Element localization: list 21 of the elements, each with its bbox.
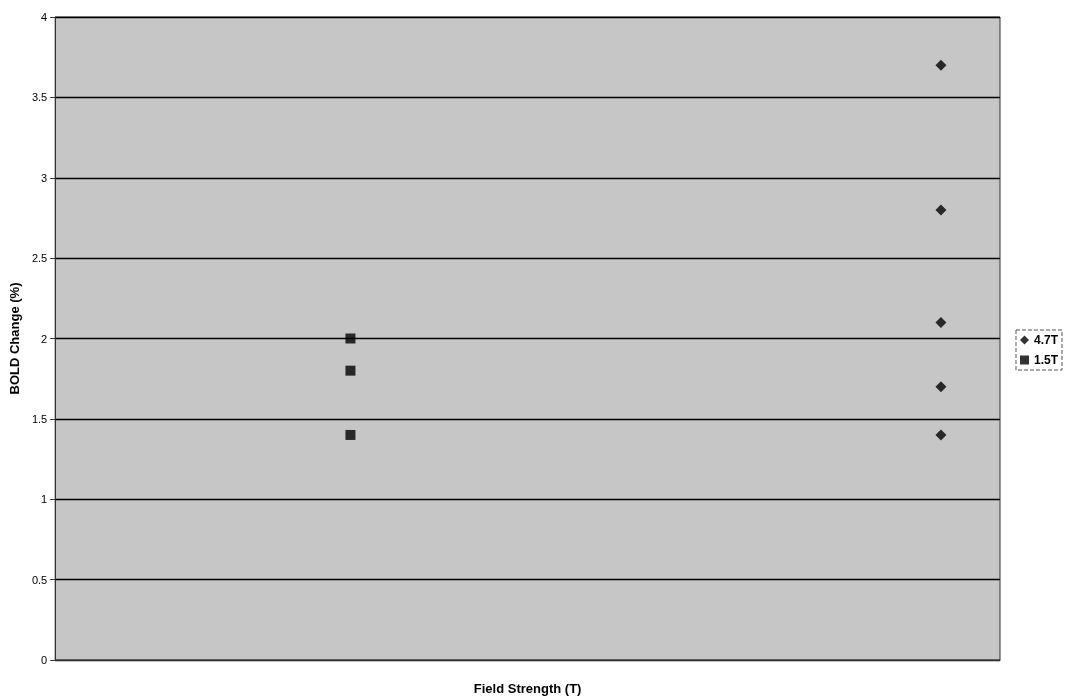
point <box>935 59 947 71</box>
y-tick-label: 2 <box>41 332 48 345</box>
y-tick-label: 1 <box>41 493 48 506</box>
point <box>345 429 356 440</box>
y-axis-title: BOLD Change (%) <box>7 282 22 395</box>
point <box>935 204 947 216</box>
point <box>345 365 356 376</box>
legend-label: 1.5T <box>1033 353 1059 367</box>
y-tick-label: 3 <box>41 171 48 184</box>
y-tick-label: 2.5 <box>31 252 48 265</box>
y-tick-label: 0.5 <box>31 573 48 586</box>
y-tick-label: 4 <box>41 11 48 23</box>
x-axis-title: Field Strength (T) <box>473 681 582 696</box>
legend-label: 4.7T <box>1033 333 1059 347</box>
y-tick-label: 0 <box>41 654 48 666</box>
y-tick-label: 3.5 <box>31 91 48 104</box>
point <box>345 333 356 344</box>
point <box>935 316 947 328</box>
y-tick-label: 1.5 <box>31 412 48 425</box>
point <box>935 429 947 441</box>
point <box>935 381 947 393</box>
